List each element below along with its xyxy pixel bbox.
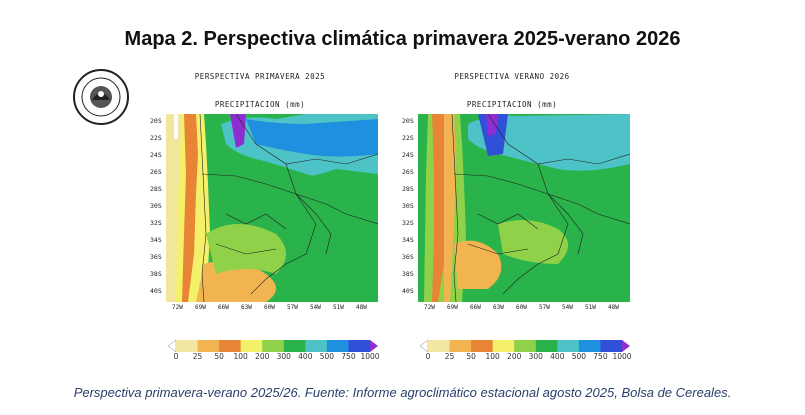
lat-label: 20S bbox=[402, 117, 414, 125]
lon-label: 57W bbox=[287, 304, 298, 311]
legend-swatch bbox=[578, 340, 601, 352]
lon-label: 60W bbox=[516, 304, 527, 311]
bolsa-de-cereales-logo bbox=[73, 69, 129, 125]
map-subtitle: PRECIPITACION (mm) bbox=[466, 100, 558, 109]
legend-label: 50 bbox=[214, 352, 224, 361]
color-legend-verano: 0 25 50 100 200 300 400 500 750 1000 bbox=[419, 339, 632, 369]
legend-swatch bbox=[600, 340, 623, 352]
lat-label: 34S bbox=[402, 236, 414, 244]
lat-label: 22S bbox=[402, 134, 414, 142]
legend-swatch bbox=[219, 340, 241, 352]
figure-title: Mapa 2. Perspectiva climática primavera … bbox=[124, 28, 681, 50]
map-title: PERSPECTIVA PRIMAVERA 2025 bbox=[194, 72, 326, 81]
lat-label: 28S bbox=[402, 185, 414, 193]
lat-label: 36S bbox=[402, 253, 414, 261]
map-subtitle: PRECIPITACION (mm) bbox=[214, 100, 306, 109]
legend-swatch bbox=[557, 340, 580, 352]
lon-label: 72W bbox=[172, 304, 183, 311]
lat-label: 30S bbox=[150, 202, 162, 210]
legend-swatch bbox=[283, 340, 306, 352]
lon-label: 69W bbox=[195, 304, 206, 311]
legend-label: 1000 bbox=[612, 352, 632, 361]
lat-label: 32S bbox=[402, 219, 414, 227]
lat-label: 40S bbox=[402, 287, 414, 295]
legend-label: 750 bbox=[593, 352, 608, 361]
legend-swatch bbox=[514, 340, 537, 352]
precipitation-map bbox=[166, 114, 378, 302]
lon-label: 57W bbox=[539, 304, 550, 311]
legend-swatch bbox=[167, 339, 177, 353]
legend-label: 0 bbox=[425, 352, 431, 361]
lat-label: 40S bbox=[150, 287, 162, 295]
legend-label: 300 bbox=[276, 352, 291, 361]
legend-label: 300 bbox=[528, 352, 543, 361]
lon-label: 60W bbox=[264, 304, 275, 311]
legend-label: 100 bbox=[485, 352, 500, 361]
lat-label: 26S bbox=[402, 168, 414, 176]
legend-label: 200 bbox=[255, 352, 270, 361]
legend-label: 0 bbox=[173, 352, 179, 361]
lat-label: 22S bbox=[150, 134, 162, 142]
legend-colorbar bbox=[419, 339, 630, 353]
lat-label: 36S bbox=[150, 253, 162, 261]
lon-label: 63W bbox=[241, 304, 252, 311]
precipitation-map bbox=[418, 114, 630, 302]
lon-label: 54W bbox=[562, 304, 573, 311]
lon-label: 63W bbox=[493, 304, 504, 311]
lat-label: 32S bbox=[150, 219, 162, 227]
legend-label: 1000 bbox=[360, 352, 380, 361]
legend-swatch bbox=[305, 340, 328, 352]
lon-label: 69W bbox=[447, 304, 458, 311]
legend-swatch bbox=[492, 340, 515, 352]
legend-label: 500 bbox=[571, 352, 587, 361]
legend-label: 400 bbox=[298, 352, 313, 361]
legend-label: 500 bbox=[319, 352, 335, 361]
lat-label: 24S bbox=[150, 151, 162, 159]
legend-colorbar bbox=[167, 339, 378, 353]
legend-swatch bbox=[240, 340, 263, 352]
lat-label: 20S bbox=[150, 117, 162, 125]
legend-swatch bbox=[535, 340, 558, 352]
lat-label: 26S bbox=[150, 168, 162, 176]
legend-label: 750 bbox=[341, 352, 356, 361]
legend-swatch bbox=[449, 340, 472, 352]
lat-label: 30S bbox=[402, 202, 414, 210]
legend-label: 50 bbox=[466, 352, 476, 361]
legend-swatch bbox=[419, 339, 429, 353]
legend-swatch bbox=[348, 340, 371, 352]
legend-label: 100 bbox=[233, 352, 248, 361]
lat-label: 38S bbox=[402, 270, 414, 278]
lon-label: 66W bbox=[218, 304, 229, 311]
lon-label: 48W bbox=[608, 304, 619, 311]
legend-label: 25 bbox=[192, 352, 203, 361]
legend-label: 200 bbox=[507, 352, 522, 361]
legend-swatch bbox=[326, 340, 349, 352]
lon-label: 51W bbox=[585, 304, 596, 311]
lon-label: 54W bbox=[310, 304, 321, 311]
lon-label: 72W bbox=[424, 304, 435, 311]
legend-swatch bbox=[471, 340, 493, 352]
figure-caption: Perspectiva primavera-verano 2025/26. Fu… bbox=[73, 385, 732, 400]
lon-label: 48W bbox=[356, 304, 367, 311]
color-legend-primavera: 0 25 50 100 200 300 400 500 750 1000 bbox=[167, 339, 380, 369]
legend-label: 400 bbox=[550, 352, 565, 361]
lat-label: 38S bbox=[150, 270, 162, 278]
lat-label: 24S bbox=[402, 151, 414, 159]
lon-label: 66W bbox=[470, 304, 481, 311]
legend-swatch bbox=[428, 340, 450, 352]
lon-label: 51W bbox=[333, 304, 344, 311]
map-title: PERSPECTIVA VERANO 2026 bbox=[454, 72, 570, 81]
legend-label: 25 bbox=[444, 352, 455, 361]
legend-swatch bbox=[622, 340, 630, 352]
legend-swatch bbox=[197, 340, 220, 352]
lat-label: 34S bbox=[150, 236, 162, 244]
legend-swatch bbox=[262, 340, 285, 352]
legend-swatch bbox=[370, 340, 378, 352]
legend-swatch bbox=[176, 340, 198, 352]
lat-label: 28S bbox=[150, 185, 162, 193]
